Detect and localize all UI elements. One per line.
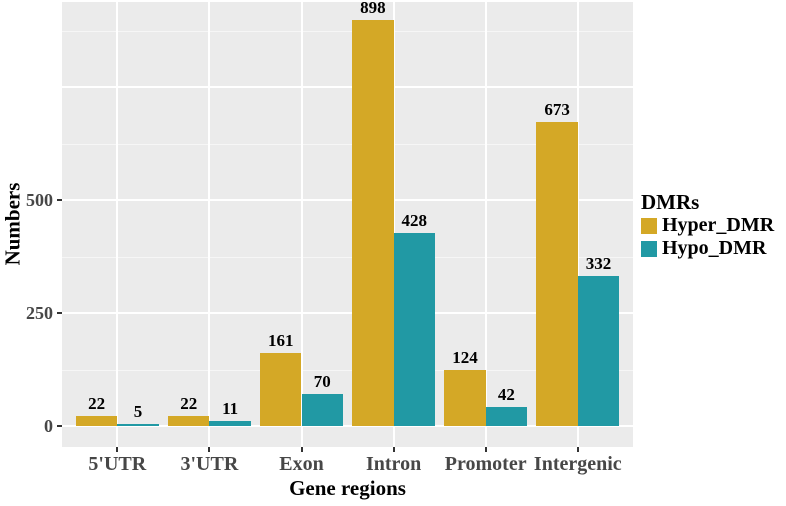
legend-item-label: Hypo_DMR (662, 237, 767, 259)
x-tick-mark (576, 447, 579, 452)
gridline-vertical (392, 2, 395, 447)
bar-hyper_dmr (260, 353, 302, 426)
bar-value-label: 22 (88, 394, 106, 414)
gridline-vertical (208, 2, 211, 447)
x-tick-label: 5'UTR (88, 453, 147, 475)
legend-item-hyper_dmr: Hyper_DMR (641, 214, 774, 237)
bar-hypo_dmr (209, 421, 251, 426)
bar-value-label: 673 (544, 99, 570, 119)
gridline-major (62, 312, 633, 314)
bar-hyper_dmr (75, 416, 118, 426)
bar-value-label: 332 (585, 253, 612, 273)
bar-value-label: 5 (133, 401, 143, 421)
x-tick-mark (208, 447, 211, 452)
y-tick-label: 500 (26, 190, 53, 210)
bar-hypo_dmr (577, 275, 620, 426)
bar-value-label: 11 (222, 399, 239, 419)
legend-item-hypo_dmr: Hypo_DMR (641, 237, 774, 260)
x-tick-mark (300, 447, 303, 452)
legend-swatch (641, 240, 657, 257)
bar-hypo_dmr (301, 394, 343, 426)
x-tick-mark (392, 447, 395, 452)
bar-hypo_dmr (485, 407, 528, 426)
x-axis-title: Gene regions (289, 476, 406, 500)
x-tick-mark (116, 447, 119, 452)
gridline-major (62, 86, 633, 88)
y-tick-label: 250 (26, 303, 53, 323)
bar-hypo_dmr (117, 423, 159, 426)
bar-value-label: 898 (360, 0, 386, 18)
bar-hyper_dmr (168, 416, 210, 426)
plot-panel: 22 22 161 898 124 673 5 11 70 428 42 332 (62, 0, 633, 447)
x-tick-label: Exon (279, 453, 324, 475)
y-tick-mark (57, 312, 62, 314)
legend-items: Hyper_DMR Hypo_DMR (641, 214, 774, 260)
legend-item-label: Hyper_DMR (662, 214, 775, 236)
legend-title: DMRs (641, 190, 700, 214)
gridline-major (62, 425, 633, 427)
bar-value-label: 42 (497, 385, 515, 405)
bar-hyper_dmr (536, 121, 578, 426)
x-tick-mark (484, 447, 487, 452)
x-tick-label: Intergenic (533, 453, 622, 475)
gridline-major (62, 199, 633, 201)
x-tick-label: Intron (365, 453, 422, 475)
gridline-vertical (576, 2, 579, 447)
bar-value-label: 70 (313, 372, 331, 392)
y-tick-mark (57, 425, 62, 427)
bar-hypo_dmr (393, 232, 435, 426)
x-tick-label: 3'UTR (180, 453, 239, 475)
legend-swatch (641, 217, 657, 234)
bar-value-label: 22 (180, 394, 198, 414)
bar-value-label: 124 (452, 347, 478, 367)
bar-hyper_dmr (352, 20, 394, 426)
gridline-minor (62, 30, 633, 32)
y-tick-mark (57, 199, 62, 201)
bar-hyper_dmr (444, 369, 486, 426)
gridline-vertical (300, 2, 303, 447)
bar-value-label: 428 (401, 210, 428, 230)
gridline-minor (62, 256, 633, 258)
gridline-vertical (116, 2, 119, 447)
y-tick-label: 0 (44, 416, 53, 436)
bar-value-label: 161 (268, 331, 294, 351)
gridline-vertical (484, 2, 487, 447)
x-tick-label: Promoter (444, 453, 527, 475)
legend: DMRs Hyper_DMR Hypo_DMR (641, 191, 774, 260)
gridline-minor (62, 369, 633, 371)
gridline-minor (62, 143, 633, 145)
